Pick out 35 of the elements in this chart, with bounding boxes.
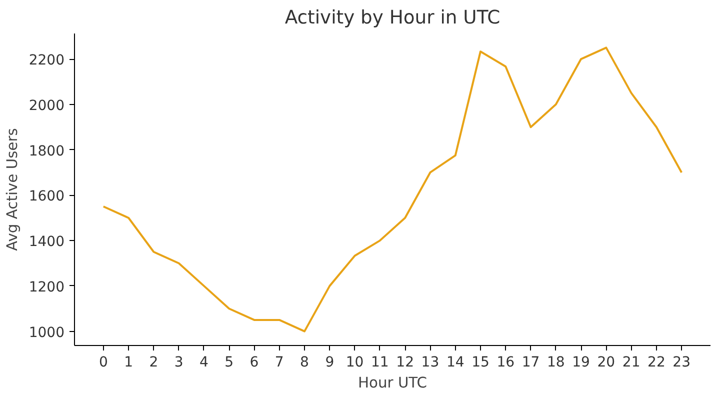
x-tick-label: 19 <box>572 354 590 370</box>
y-axis-title: Avg Active Users <box>4 128 21 251</box>
x-tick-label: 13 <box>421 354 440 370</box>
y-tick-label: 1400 <box>28 234 65 250</box>
chart-title: Activity by Hour in UTC <box>284 8 500 28</box>
x-tick-label: 0 <box>98 354 108 370</box>
x-tick-label: 4 <box>200 354 209 370</box>
y-tick-label: 1800 <box>28 143 65 160</box>
x-tick-label: 5 <box>224 354 234 370</box>
x-tick-label: 2 <box>149 354 158 370</box>
x-tick-label: 11 <box>371 354 389 370</box>
x-tick-label: 14 <box>446 354 464 370</box>
x-tick-label: 9 <box>325 354 334 370</box>
x-tick-label: 12 <box>396 354 414 370</box>
y-tick-label: 2000 <box>28 98 65 114</box>
y-tick-label: 2200 <box>28 52 65 69</box>
x-tick-label: 18 <box>546 354 565 370</box>
x-tick-label: 22 <box>648 354 666 370</box>
x-tick-label: 8 <box>300 354 309 370</box>
x-axis-title: Hour UTC <box>358 374 428 392</box>
x-tick-label: 15 <box>472 354 490 370</box>
y-tick-label: 1200 <box>28 279 65 296</box>
x-tick-label: 23 <box>672 354 691 370</box>
x-tick-label: 21 <box>622 354 640 370</box>
x-tick-label: 1 <box>124 354 134 370</box>
y-tick-label: 1000 <box>28 324 65 341</box>
x-tick-label: 17 <box>522 354 540 370</box>
x-tick-label: 10 <box>346 354 364 370</box>
x-tick-label: 20 <box>597 354 616 370</box>
x-tick-label: 7 <box>274 354 284 370</box>
x-tick-label: 6 <box>250 354 259 370</box>
line-series <box>102 46 683 332</box>
x-tick-label: 3 <box>174 354 184 370</box>
x-tick-label: 16 <box>496 354 515 370</box>
y-tick-label: 1600 <box>28 188 65 205</box>
